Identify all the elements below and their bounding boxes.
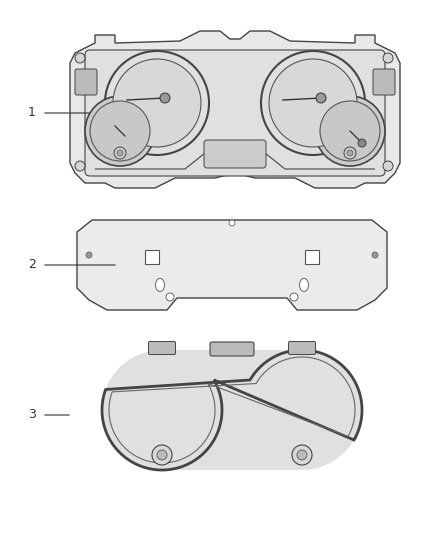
Polygon shape xyxy=(77,220,387,310)
Circle shape xyxy=(261,51,365,155)
FancyBboxPatch shape xyxy=(75,69,97,95)
Circle shape xyxy=(102,350,222,470)
Circle shape xyxy=(75,53,85,63)
FancyBboxPatch shape xyxy=(289,342,315,354)
Circle shape xyxy=(358,139,366,147)
Bar xyxy=(162,350,302,470)
Circle shape xyxy=(152,445,172,465)
Bar xyxy=(145,250,159,264)
Circle shape xyxy=(117,150,123,156)
Circle shape xyxy=(292,445,312,465)
FancyBboxPatch shape xyxy=(210,342,254,356)
Circle shape xyxy=(347,150,353,156)
Circle shape xyxy=(90,101,150,161)
Circle shape xyxy=(166,293,174,301)
Text: 3: 3 xyxy=(28,408,36,422)
Circle shape xyxy=(315,96,385,166)
Ellipse shape xyxy=(300,279,308,292)
Circle shape xyxy=(157,450,167,460)
Circle shape xyxy=(269,59,357,147)
Circle shape xyxy=(114,147,126,159)
Circle shape xyxy=(229,220,235,226)
Circle shape xyxy=(290,293,298,301)
Circle shape xyxy=(105,51,209,155)
Circle shape xyxy=(383,53,393,63)
Circle shape xyxy=(242,350,362,470)
Circle shape xyxy=(85,96,155,166)
Polygon shape xyxy=(70,31,400,188)
Circle shape xyxy=(297,450,307,460)
FancyBboxPatch shape xyxy=(204,140,266,168)
Circle shape xyxy=(86,252,92,258)
Circle shape xyxy=(160,93,170,103)
Circle shape xyxy=(113,59,201,147)
Circle shape xyxy=(383,161,393,171)
Circle shape xyxy=(316,93,326,103)
FancyBboxPatch shape xyxy=(85,50,385,176)
Bar xyxy=(305,250,319,264)
FancyBboxPatch shape xyxy=(148,342,176,354)
Ellipse shape xyxy=(155,279,165,292)
Text: 1: 1 xyxy=(28,107,36,119)
Circle shape xyxy=(320,101,380,161)
Circle shape xyxy=(344,147,356,159)
FancyBboxPatch shape xyxy=(373,69,395,95)
Text: 2: 2 xyxy=(28,259,36,271)
Polygon shape xyxy=(107,410,357,463)
Circle shape xyxy=(75,161,85,171)
Circle shape xyxy=(372,252,378,258)
